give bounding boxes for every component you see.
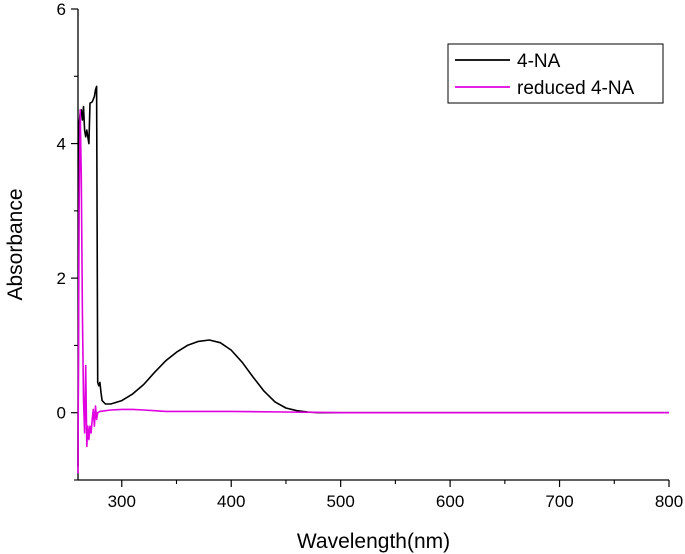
x-tick-label: 600: [436, 492, 464, 511]
legend-label-4-na: 4-NA: [517, 51, 561, 72]
tick-labels: 300 400 500 600 700 800 0 2 4 6: [57, 0, 684, 511]
series-line-4-na: [77, 85, 669, 467]
x-tick-label: 700: [545, 492, 573, 511]
legend-label-reduced-4-na: reduced 4-NA: [517, 78, 635, 99]
legend-box: [447, 43, 664, 104]
series-layer: [77, 85, 669, 474]
legend: 4-NA reduced 4-NA: [447, 43, 664, 104]
y-tick-label: 2: [57, 269, 66, 288]
x-tick-label: 800: [655, 492, 683, 511]
y-axis-title: Absorbance: [4, 188, 27, 300]
x-axis-title: Wavelength(nm): [297, 530, 450, 553]
y-tick-label: 4: [57, 135, 66, 154]
y-tick-label: 0: [57, 404, 66, 423]
series-line-reduced-4-na: [77, 109, 669, 474]
x-tick-label: 500: [326, 492, 354, 511]
y-tick-label: 6: [57, 0, 66, 19]
x-tick-label: 300: [108, 492, 136, 511]
x-tick-label: 400: [217, 492, 245, 511]
